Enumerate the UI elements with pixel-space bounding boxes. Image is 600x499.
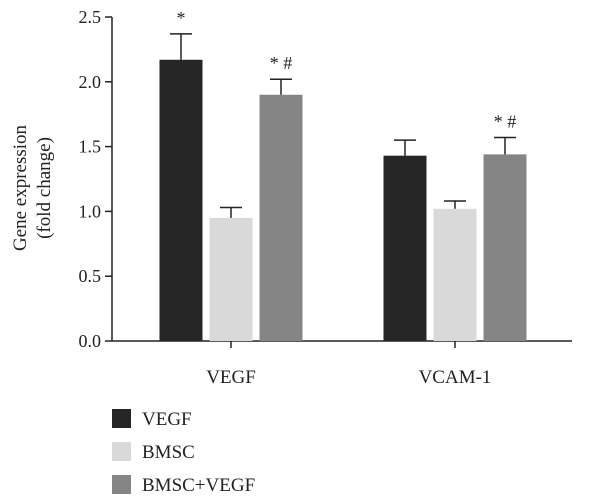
significance-annotation: * #: [270, 53, 293, 73]
y-tick-label: 0.0: [79, 331, 102, 351]
x-axis: VEGF VCAM-1: [112, 340, 572, 388]
x-tick-label: VEGF: [206, 367, 256, 388]
significance-annotation: *: [177, 8, 186, 28]
y-axis: 0.0 0.5 1.0 1.5 2.0 2.5: [79, 7, 113, 351]
legend-swatch: [112, 442, 131, 461]
y-axis-label: Gene expression (fold change): [10, 124, 55, 251]
y-tick-label: 2.5: [79, 7, 102, 27]
bar: [433, 208, 477, 341]
legend: VEGF BMSC BMSC+VEGF: [112, 409, 255, 496]
legend-swatch: [112, 409, 131, 428]
y-tick-label: 1.0: [79, 201, 102, 221]
legend-label: BMSC: [142, 442, 195, 463]
significance-annotation: * #: [494, 112, 517, 132]
y-tick-label: 1.5: [79, 137, 102, 157]
y-tick-label: 0.5: [79, 266, 102, 286]
bar: [483, 154, 527, 341]
y-tick-label: 2.0: [79, 72, 102, 92]
legend-swatch: [112, 475, 131, 494]
bars: * * # * #: [159, 8, 527, 341]
bar: [259, 94, 303, 341]
bar: [159, 59, 203, 341]
y-axis-label-line2: (fold change): [34, 137, 55, 239]
bar: [209, 217, 253, 341]
y-axis-label-line1: Gene expression: [10, 124, 31, 251]
bar: [383, 155, 427, 341]
legend-label: BMSC+VEGF: [142, 475, 255, 496]
x-tick-label: VCAM-1: [419, 367, 492, 388]
legend-label: VEGF: [142, 409, 192, 430]
